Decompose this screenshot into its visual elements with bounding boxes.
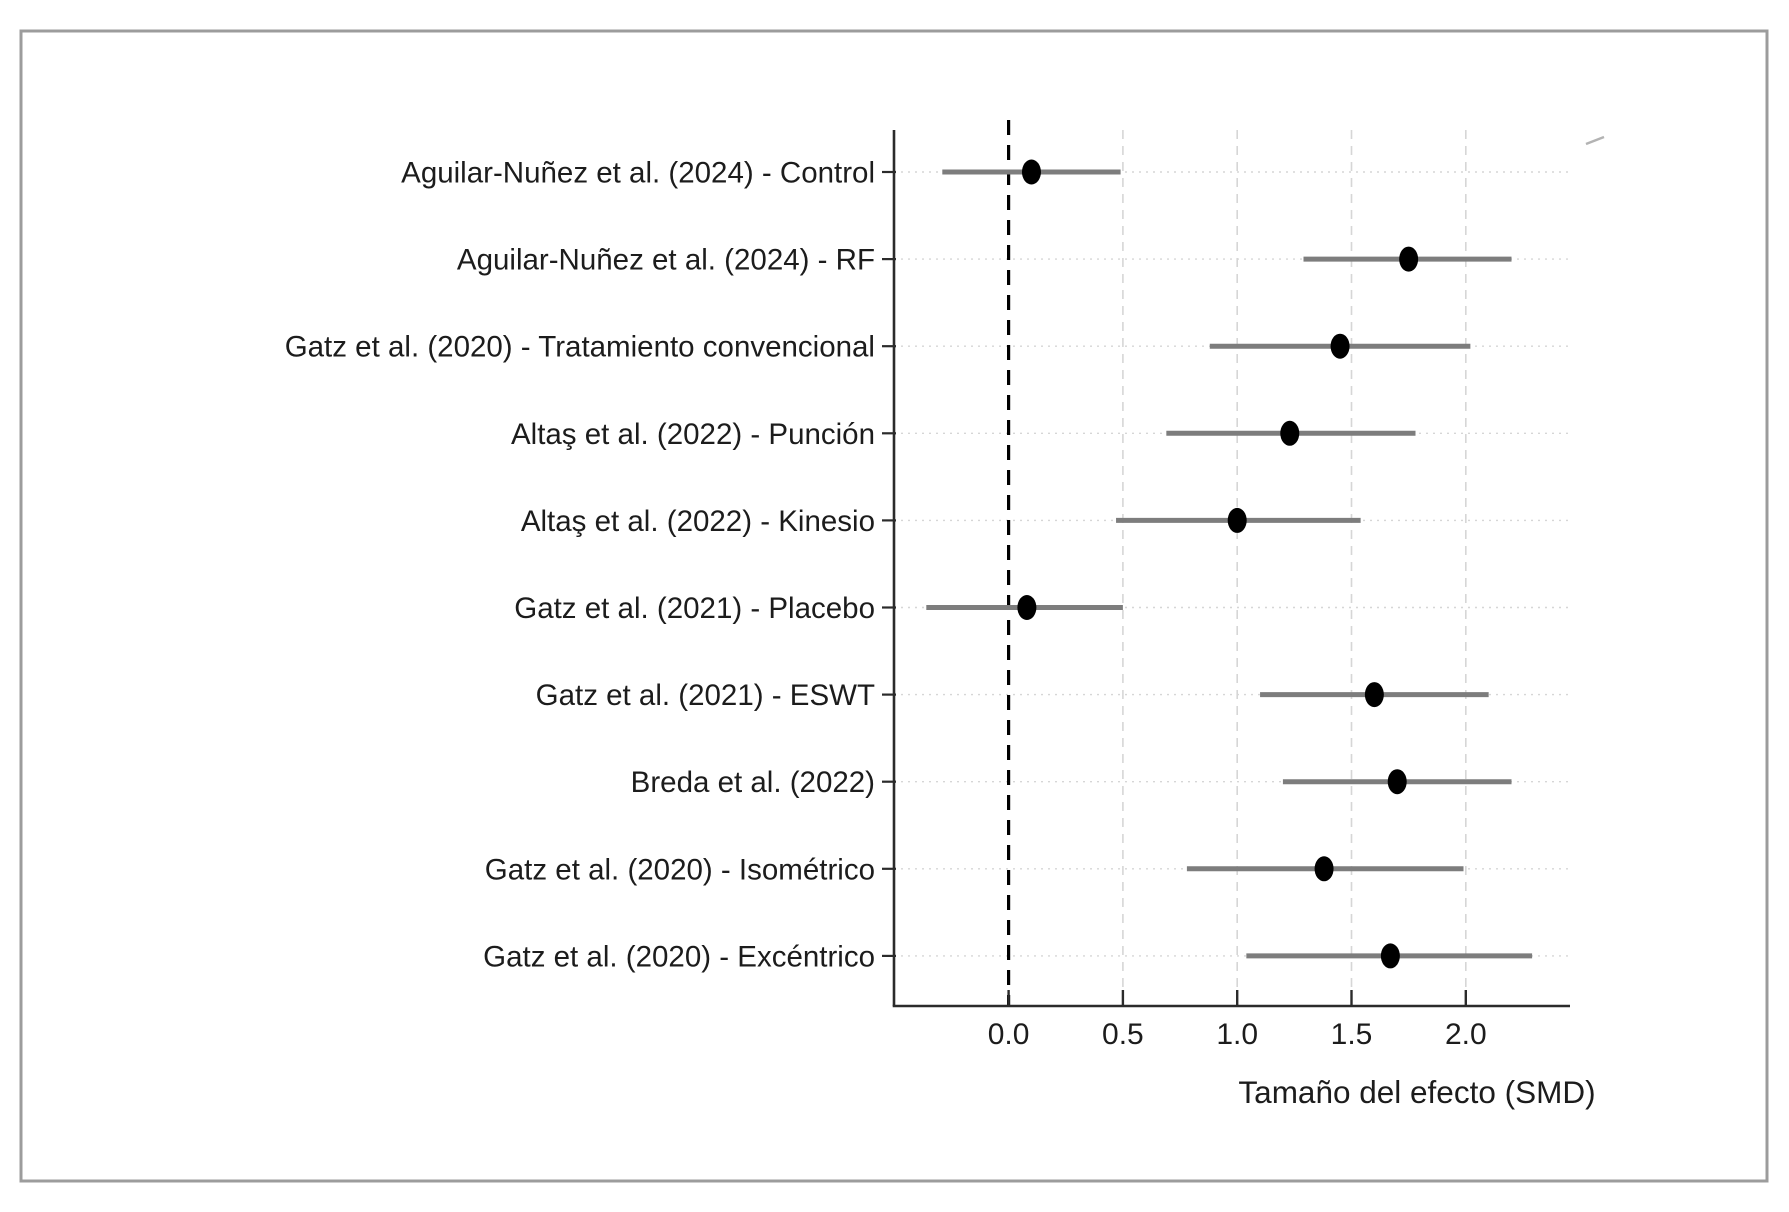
study-label: Breda et al. (2022) [631,766,875,799]
study-label: Aguilar-Nuñez et al. (2024) - Control [401,157,875,190]
study-label: Altaş et al. (2022) - Kinesio [521,505,875,538]
effect-point [1380,943,1400,969]
x-tick-label: 0.5 [1102,1018,1144,1051]
effect-point [1364,682,1384,708]
study-label: Gatz et al. (2020) - Isométrico [485,853,875,886]
effect-point [1021,159,1041,185]
study-label: Gatz et al. (2021) - ESWT [536,679,875,712]
x-tick-label: 1.0 [1216,1018,1258,1051]
study-label: Altaş et al. (2022) - Punción [511,418,875,451]
stray-mark [1585,135,1605,146]
study-label: Gatz et al. (2020) - Excéntrico [483,940,875,973]
effect-point [1017,595,1037,620]
effect-point [1227,507,1247,533]
study-label: Gatz et al. (2020) - Tratamiento convenc… [285,331,875,364]
effect-point [1387,769,1407,795]
x-tick-label: 2.0 [1445,1018,1487,1051]
effect-point [1280,420,1300,446]
figure-border [19,29,1769,1183]
effect-point [1330,333,1350,359]
x-tick-label: 1.5 [1331,1018,1373,1051]
effect-point [1314,856,1334,882]
x-tick-label: 0.0 [988,1018,1030,1051]
study-label: Aguilar-Nuñez et al. (2024) - RF [457,244,875,277]
effect-point [1399,246,1419,272]
x-axis-title: Tamaño del efecto (SMD) [1238,1074,1595,1110]
study-label: Gatz et al. (2021) - Placebo [514,592,875,625]
